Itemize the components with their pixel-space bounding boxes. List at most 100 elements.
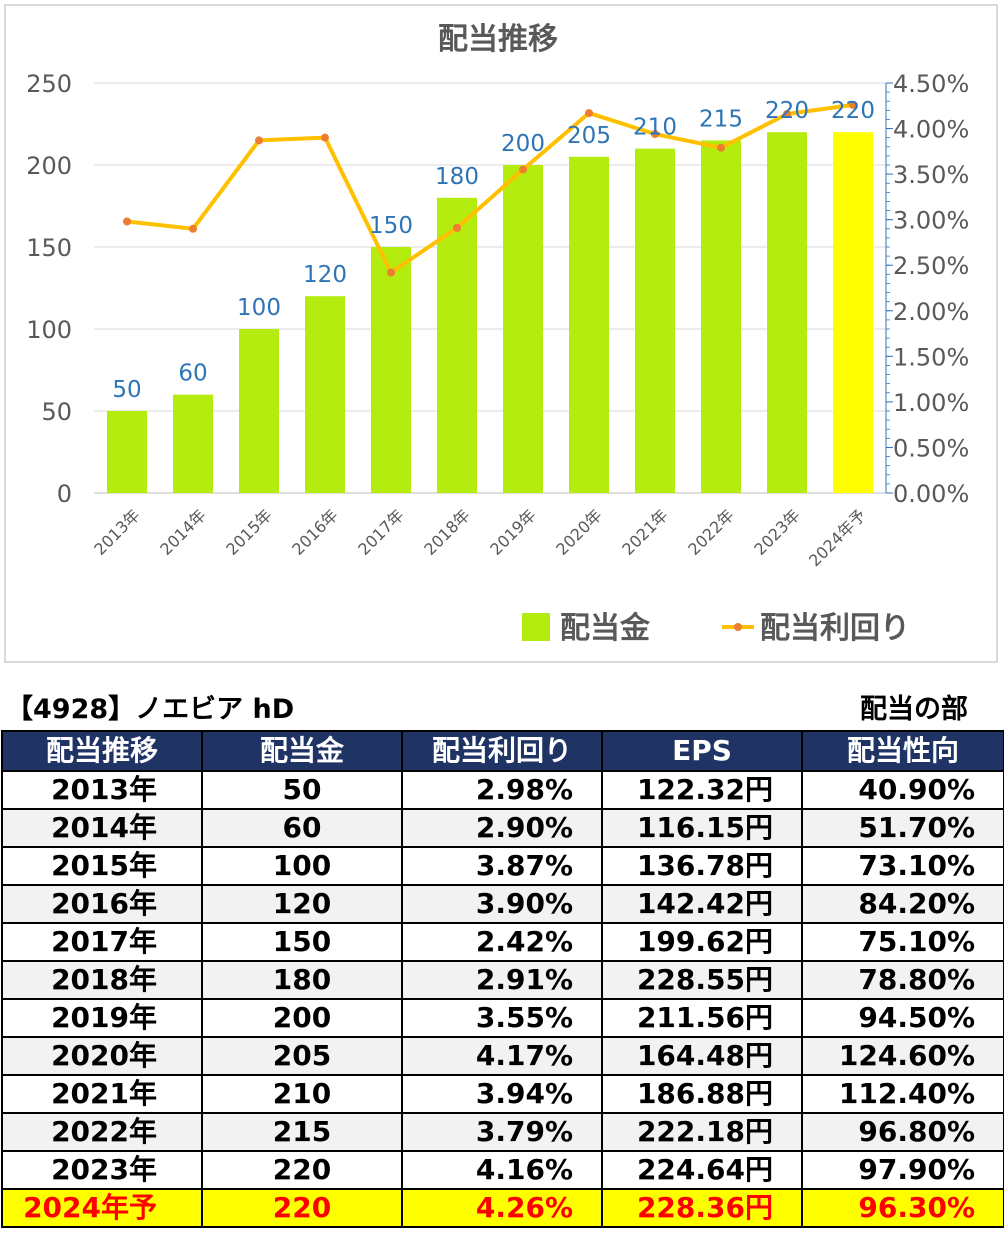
table-row: 2016年 120 3.90% 142.42円 84.20% [1, 884, 1004, 924]
table-title: 【4928】ノエビア hD [6, 694, 295, 725]
table-header: 配当推移 配当金 配当利回り EPS 配当性向 [1, 730, 1004, 772]
table-cell: 2013年 [1, 770, 203, 810]
x-tick-label: 2017年 [354, 505, 408, 559]
bar-data-label: 100 [237, 295, 281, 321]
table-cell: 60 [201, 808, 403, 848]
bar-data-label: 200 [501, 131, 545, 157]
table-cell: 116.15円 [601, 808, 803, 848]
yield-marker [585, 109, 593, 118]
bar-data-label: 120 [303, 262, 347, 288]
table-row: 2020年 205 4.17% 164.48円 124.60% [1, 1036, 1004, 1076]
y-left-tick-label: 250 [26, 70, 72, 98]
yield-marker [321, 133, 329, 142]
column-header: 配当推移 [1, 730, 203, 772]
bar-data-label: 150 [369, 213, 413, 239]
table-row: 2019年 200 3.55% 211.56円 94.50% [1, 998, 1004, 1038]
table-cell: 2016年 [1, 884, 203, 924]
table-cell: 4.16% [401, 1150, 603, 1190]
table-cell: 2018年 [1, 960, 203, 1000]
table-cell: 124.60% [801, 1036, 1004, 1076]
table-cell: 3.90% [401, 884, 603, 924]
y-right-tick-label: 1.00% [893, 389, 969, 417]
y-right-tick-label: 4.00% [893, 116, 969, 144]
table-row: 2018年 180 2.91% 228.55円 78.80% [1, 960, 1004, 1000]
table-cell: 228.36円 [601, 1188, 803, 1228]
x-tick-label: 2020年 [552, 505, 606, 559]
bar-data-label: 215 [699, 106, 743, 132]
table-cell: 150 [201, 922, 403, 962]
x-tick-label: 2021年 [618, 505, 672, 559]
y-right-tick-label: 0.00% [893, 480, 969, 508]
bar-data-label: 220 [765, 98, 809, 124]
yield-marker [387, 268, 395, 277]
table-cell: 211.56円 [601, 998, 803, 1038]
table-cell: 220 [201, 1150, 403, 1190]
chart-canvas: 配当推移 0 50 100 150 200 250 0.00% 0.50% 1.00% 1.50% 2… [26, 22, 969, 646]
y-right-tick-label: 3.50% [893, 161, 969, 189]
x-tick-label: 2023年 [750, 505, 804, 559]
table-cell: 3.87% [401, 846, 603, 886]
table-cell: 186.88円 [601, 1074, 803, 1114]
table-body: 2013年 50 2.98% 122.32円 40.90% 2014年 60 2.90% 116… [1, 770, 1004, 1228]
table-cell: 73.10% [801, 846, 1004, 886]
table-cell: 2023年 [1, 1150, 203, 1190]
x-tick-label: 2019年 [486, 505, 540, 559]
y-left-tick-label: 150 [26, 234, 72, 262]
table-row: 2014年 60 2.90% 116.15円 51.70% [1, 808, 1004, 848]
table-row: 2021年 210 3.94% 186.88円 112.40% [1, 1074, 1004, 1114]
table-cell: 228.55円 [601, 960, 803, 1000]
table-cell: 120 [201, 884, 403, 924]
column-header: 配当利回り [401, 730, 603, 772]
table-cell: 78.80% [801, 960, 1004, 1000]
dividend-chart: 配当推移 0 50 100 150 200 250 0.00% 0.50% 1.00% 1.50% 2… [4, 4, 998, 663]
table-cell: 224.64円 [601, 1150, 803, 1190]
x-tick-label: 2015年 [222, 505, 276, 559]
yield-marker [189, 224, 197, 233]
yield-marker [717, 143, 725, 152]
table-cell: 2019年 [1, 998, 203, 1038]
bar-data-label: 50 [112, 377, 141, 403]
table-cell: 112.40% [801, 1074, 1004, 1114]
x-tick-label: 2024年予 [805, 505, 870, 570]
yield-marker [123, 217, 131, 226]
bar [107, 411, 147, 493]
table-cell: 2.98% [401, 770, 603, 810]
bar-data-label: 180 [435, 164, 479, 190]
bar-data-label: 220 [831, 98, 875, 124]
table-row: 2023年 220 4.16% 224.64円 97.90% [1, 1150, 1004, 1190]
bar [767, 132, 807, 493]
table-row: 2017年 150 2.42% 199.62円 75.10% [1, 922, 1004, 962]
table-cell: 2022年 [1, 1112, 203, 1152]
table-cell: 4.17% [401, 1036, 603, 1076]
table-cell: 75.10% [801, 922, 1004, 962]
bar [569, 156, 609, 494]
table-cell: 2021年 [1, 1074, 203, 1114]
table-row: 2024年予 220 4.26% 228.36円 96.30% [1, 1188, 1004, 1228]
table-cell: 2014年 [1, 808, 203, 848]
table-cell: 222.18円 [601, 1112, 803, 1152]
y-right-tick-label: 3.00% [893, 207, 969, 235]
table-cell: 94.50% [801, 998, 1004, 1038]
table-cell: 2.42% [401, 922, 603, 962]
table-section-label: 配当の部 [860, 694, 968, 725]
column-header: EPS [601, 730, 803, 772]
x-tick-label: 2014年 [156, 505, 210, 559]
table-cell: 200 [201, 998, 403, 1038]
y-right-tick-label: 0.50% [893, 434, 969, 462]
table-cell: 136.78円 [601, 846, 803, 886]
yield-marker [783, 109, 791, 118]
table-cell: 51.70% [801, 808, 1004, 848]
table-cell: 142.42円 [601, 884, 803, 924]
table-cell: 220 [201, 1188, 403, 1228]
bar-data-label: 60 [178, 361, 207, 387]
x-tick-label: 2022年 [684, 505, 738, 559]
table-row: 2013年 50 2.98% 122.32円 40.90% [1, 770, 1004, 810]
bar [833, 132, 873, 493]
table-cell: 96.80% [801, 1112, 1004, 1152]
table-cell: 2015年 [1, 846, 203, 886]
table-cell: 4.26% [401, 1188, 603, 1228]
bar [635, 148, 675, 493]
table-cell: 164.48円 [601, 1036, 803, 1076]
y-right-tick-label: 2.50% [893, 252, 969, 280]
table-cell: 3.55% [401, 998, 603, 1038]
